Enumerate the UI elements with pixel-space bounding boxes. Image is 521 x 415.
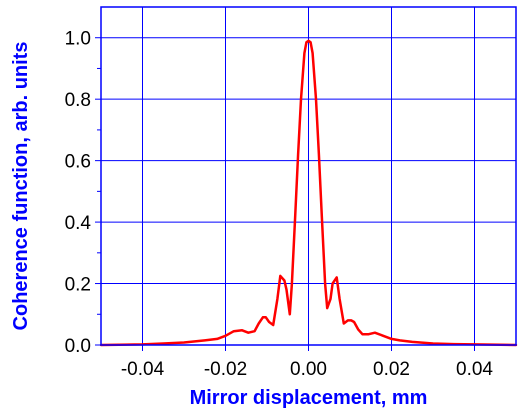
- x-tick-label: -0.04: [121, 359, 165, 380]
- y-tick-label: 1.0: [65, 29, 91, 50]
- x-tick-label: 0.04: [456, 359, 493, 380]
- x-tick-label: -0.02: [204, 359, 247, 380]
- x-tick-label: 0.00: [290, 359, 327, 380]
- y-tick-label: 0.0: [65, 336, 91, 357]
- x-axis-title: Mirror displacement, mm: [190, 387, 428, 409]
- y-tick-label: 0.2: [65, 275, 91, 296]
- tick-layer: -0.04 -0.02 0.00 0.02 0.04 0.0 0.2 0.4 0.6 0.8 1.0: [65, 29, 494, 380]
- grid-layer: [101, 7, 516, 346]
- series-layer: [99, 39, 518, 347]
- series-line-0: [99, 39, 518, 347]
- y-axis-title: Coherence function, arb. units: [10, 42, 32, 331]
- x-tick-label: 0.02: [373, 359, 410, 380]
- y-tick-label: 0.6: [65, 152, 91, 173]
- y-tick-label: 0.4: [65, 213, 92, 234]
- y-tick-label: 0.8: [65, 90, 91, 111]
